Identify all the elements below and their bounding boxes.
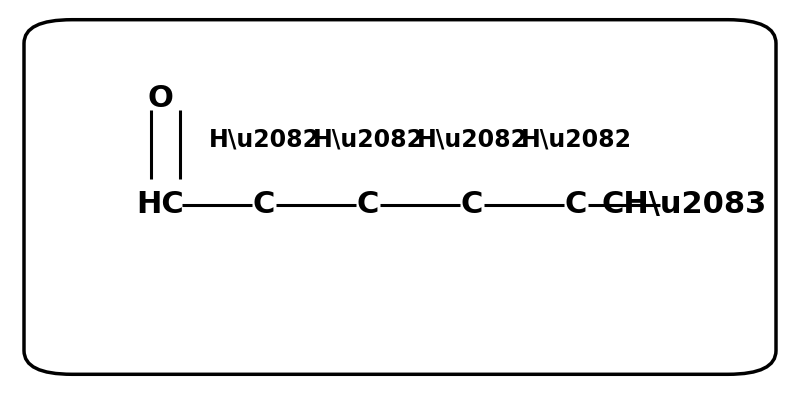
Text: C: C xyxy=(461,190,483,219)
Text: O: O xyxy=(147,84,173,113)
Text: H\u2082: H\u2082 xyxy=(521,128,631,152)
Text: C: C xyxy=(253,190,275,219)
Text: C: C xyxy=(565,190,587,219)
Text: HC: HC xyxy=(136,190,184,219)
Text: H\u2082: H\u2082 xyxy=(313,128,423,152)
Text: CH\u2083: CH\u2083 xyxy=(602,190,766,219)
Text: H\u2082: H\u2082 xyxy=(209,128,319,152)
Text: C: C xyxy=(357,190,379,219)
Text: H\u2082: H\u2082 xyxy=(417,128,527,152)
FancyBboxPatch shape xyxy=(24,20,776,374)
